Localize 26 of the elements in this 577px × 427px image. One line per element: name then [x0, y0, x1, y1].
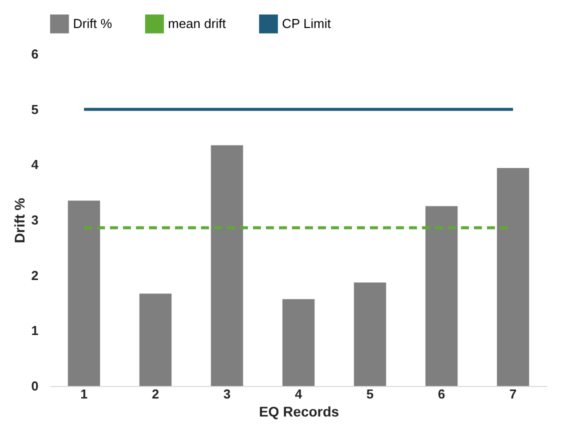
- y-tick-label: 3: [31, 212, 38, 228]
- x-tick-label: 3: [223, 386, 231, 402]
- bar: [282, 299, 315, 386]
- y-tick-label: 5: [31, 102, 38, 117]
- bar: [68, 200, 100, 386]
- x-tick-label: 2: [152, 386, 160, 402]
- x-tick-label: 6: [438, 386, 446, 402]
- bar: [496, 168, 530, 386]
- x-axis-title: EQ Records: [258, 404, 340, 420]
- x-tick-label: 7: [509, 386, 517, 402]
- y-tick-label: 6: [31, 46, 38, 62]
- x-tick-label: 1: [80, 386, 88, 402]
- y-tick-label: 4: [31, 157, 40, 172]
- bar: [139, 294, 172, 386]
- bar: [354, 282, 386, 386]
- legend-label: Drift %: [73, 16, 112, 31]
- bar: [425, 206, 458, 386]
- bar: [210, 145, 244, 386]
- y-tick-label: 2: [31, 268, 38, 283]
- legend-label: mean drift: [168, 16, 226, 31]
- x-tick-label: 5: [366, 386, 374, 402]
- x-tick-label: 4: [294, 386, 303, 402]
- y-axis-title: Drift %: [11, 197, 28, 244]
- legend-label: CP Limit: [282, 16, 332, 31]
- y-tick-label: 0: [31, 378, 38, 394]
- y-tick-label: 1: [31, 323, 38, 338]
